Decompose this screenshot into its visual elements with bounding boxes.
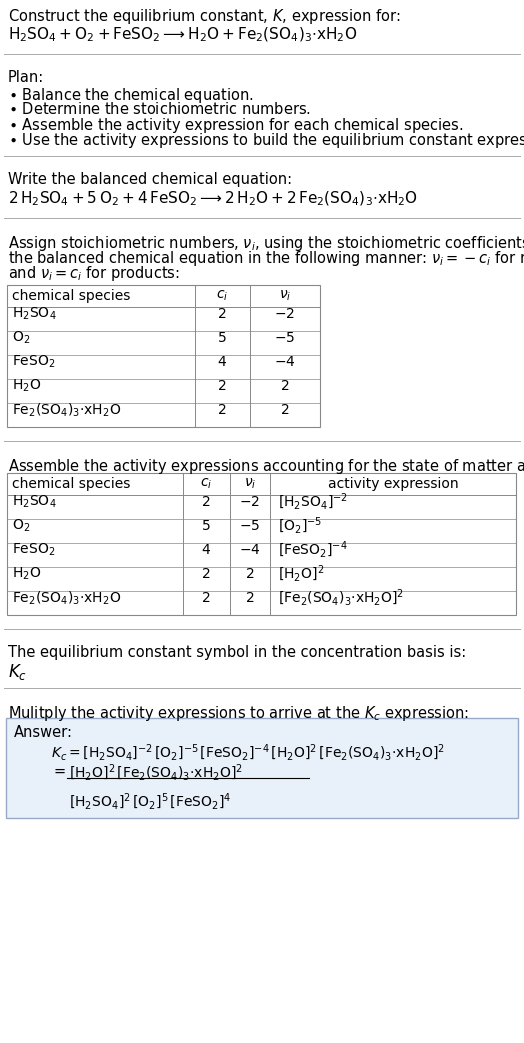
Text: Assign stoichiometric numbers, $\nu_i$, using the stoichiometric coefficients, $: Assign stoichiometric numbers, $\nu_i$, … bbox=[8, 234, 524, 253]
Text: Answer:: Answer: bbox=[14, 725, 73, 739]
Text: The equilibrium constant symbol in the concentration basis is:: The equilibrium constant symbol in the c… bbox=[8, 645, 466, 660]
Text: 4: 4 bbox=[202, 543, 210, 557]
Text: $\bullet$ Determine the stoichiometric numbers.: $\bullet$ Determine the stoichiometric n… bbox=[8, 101, 311, 117]
Text: $\bullet$ Assemble the activity expression for each chemical species.: $\bullet$ Assemble the activity expressi… bbox=[8, 116, 463, 135]
Text: $-4$: $-4$ bbox=[274, 355, 296, 369]
Text: $=$: $=$ bbox=[51, 763, 67, 778]
Text: 2: 2 bbox=[246, 567, 254, 581]
Text: $\bullet$ Use the activity expressions to build the equilibrium constant express: $\bullet$ Use the activity expressions t… bbox=[8, 131, 524, 150]
Text: 5: 5 bbox=[217, 331, 226, 345]
Text: $[\mathrm{FeSO_2}]^{-4}$: $[\mathrm{FeSO_2}]^{-4}$ bbox=[278, 540, 347, 560]
Text: $[\mathrm{H_2SO_4}]^2\,[\mathrm{O_2}]^5\,[\mathrm{FeSO_2}]^4$: $[\mathrm{H_2SO_4}]^2\,[\mathrm{O_2}]^5\… bbox=[69, 792, 231, 812]
Text: 2: 2 bbox=[217, 307, 226, 321]
Text: 2: 2 bbox=[281, 403, 289, 417]
Text: $\nu_i$: $\nu_i$ bbox=[244, 477, 256, 491]
Bar bbox=[7, 285, 320, 427]
Text: 2: 2 bbox=[217, 379, 226, 393]
Text: Assemble the activity expressions accounting for the state of matter and $\nu_i$: Assemble the activity expressions accoun… bbox=[8, 457, 524, 476]
Text: activity expression: activity expression bbox=[328, 477, 458, 491]
Text: $-5$: $-5$ bbox=[239, 519, 260, 533]
Text: $\mathrm{Fe_2(SO_4)_3{\cdot}xH_2O}$: $\mathrm{Fe_2(SO_4)_3{\cdot}xH_2O}$ bbox=[12, 402, 121, 418]
Text: Write the balanced chemical equation:: Write the balanced chemical equation: bbox=[8, 172, 292, 187]
Text: $K_c = [\mathrm{H_2SO_4}]^{-2}\,[\mathrm{O_2}]^{-5}\,[\mathrm{FeSO_2}]^{-4}\,[\m: $K_c = [\mathrm{H_2SO_4}]^{-2}\,[\mathrm… bbox=[51, 743, 445, 763]
Text: $-2$: $-2$ bbox=[275, 307, 296, 321]
Text: $-2$: $-2$ bbox=[239, 495, 260, 509]
Text: $\nu_i$: $\nu_i$ bbox=[279, 289, 291, 304]
Text: 2: 2 bbox=[281, 379, 289, 393]
Text: $\mathrm{H_2O}$: $\mathrm{H_2O}$ bbox=[12, 565, 41, 582]
Text: 5: 5 bbox=[202, 519, 210, 533]
Text: Mulitply the activity expressions to arrive at the $K_c$ expression:: Mulitply the activity expressions to arr… bbox=[8, 704, 469, 723]
Text: $\mathrm{H_2SO_4}$: $\mathrm{H_2SO_4}$ bbox=[12, 493, 57, 510]
Text: $[\mathrm{H_2SO_4}]^{-2}$: $[\mathrm{H_2SO_4}]^{-2}$ bbox=[278, 492, 348, 512]
Text: Construct the equilibrium constant, $K$, expression for:: Construct the equilibrium constant, $K$,… bbox=[8, 7, 401, 26]
Text: $c_i$: $c_i$ bbox=[216, 289, 228, 304]
Text: $[\mathrm{H_2O}]^{2}$: $[\mathrm{H_2O}]^{2}$ bbox=[278, 564, 324, 584]
Text: Plan:: Plan: bbox=[8, 70, 44, 84]
Text: $\mathrm{H_2O}$: $\mathrm{H_2O}$ bbox=[12, 378, 41, 394]
Text: $\mathrm{FeSO_2}$: $\mathrm{FeSO_2}$ bbox=[12, 354, 56, 370]
Text: $\mathrm{FeSO_2}$: $\mathrm{FeSO_2}$ bbox=[12, 541, 56, 558]
Text: $[\mathrm{O_2}]^{-5}$: $[\mathrm{O_2}]^{-5}$ bbox=[278, 516, 322, 536]
Text: 2: 2 bbox=[202, 567, 210, 581]
Text: $\mathrm{O_2}$: $\mathrm{O_2}$ bbox=[12, 517, 30, 534]
Bar bbox=[6, 718, 518, 818]
Text: $\mathrm{H_2SO_4}$: $\mathrm{H_2SO_4}$ bbox=[12, 306, 57, 322]
Text: $\bullet$ Balance the chemical equation.: $\bullet$ Balance the chemical equation. bbox=[8, 86, 254, 105]
Text: $\mathrm{O_2}$: $\mathrm{O_2}$ bbox=[12, 330, 30, 346]
Text: $-5$: $-5$ bbox=[275, 331, 296, 345]
Text: $\mathrm{H_2SO_4 + O_2 + FeSO_2 \longrightarrow H_2O + Fe_2(SO_4)_3{\cdot}xH_2O}: $\mathrm{H_2SO_4 + O_2 + FeSO_2 \longrig… bbox=[8, 26, 357, 45]
Text: chemical species: chemical species bbox=[12, 477, 130, 491]
Text: $[\mathrm{Fe_2(SO_4)_3{\cdot}xH_2O}]^{2}$: $[\mathrm{Fe_2(SO_4)_3{\cdot}xH_2O}]^{2}… bbox=[278, 588, 404, 608]
Bar bbox=[7, 472, 516, 615]
Text: 2: 2 bbox=[202, 495, 210, 509]
Text: $c_i$: $c_i$ bbox=[200, 477, 212, 491]
Text: 4: 4 bbox=[217, 355, 226, 369]
Text: chemical species: chemical species bbox=[12, 289, 130, 304]
Text: 2: 2 bbox=[202, 591, 210, 605]
Text: $\mathrm{2\,H_2SO_4 + 5\,O_2 + 4\,FeSO_2 \longrightarrow 2\,H_2O + 2\,Fe_2(SO_4): $\mathrm{2\,H_2SO_4 + 5\,O_2 + 4\,FeSO_2… bbox=[8, 190, 418, 209]
Text: 2: 2 bbox=[246, 591, 254, 605]
Text: and $\nu_i = c_i$ for products:: and $\nu_i = c_i$ for products: bbox=[8, 264, 180, 283]
Text: $\mathrm{Fe_2(SO_4)_3{\cdot}xH_2O}$: $\mathrm{Fe_2(SO_4)_3{\cdot}xH_2O}$ bbox=[12, 589, 121, 607]
Text: $K_c$: $K_c$ bbox=[8, 662, 27, 682]
Text: $[\mathrm{H_2O}]^2\,[\mathrm{Fe_2(SO_4)_3{\cdot}xH_2O}]^2$: $[\mathrm{H_2O}]^2\,[\mathrm{Fe_2(SO_4)_… bbox=[69, 763, 243, 783]
Text: the balanced chemical equation in the following manner: $\nu_i = -c_i$ for react: the balanced chemical equation in the fo… bbox=[8, 249, 524, 268]
Text: 2: 2 bbox=[217, 403, 226, 417]
Text: $-4$: $-4$ bbox=[239, 543, 261, 557]
